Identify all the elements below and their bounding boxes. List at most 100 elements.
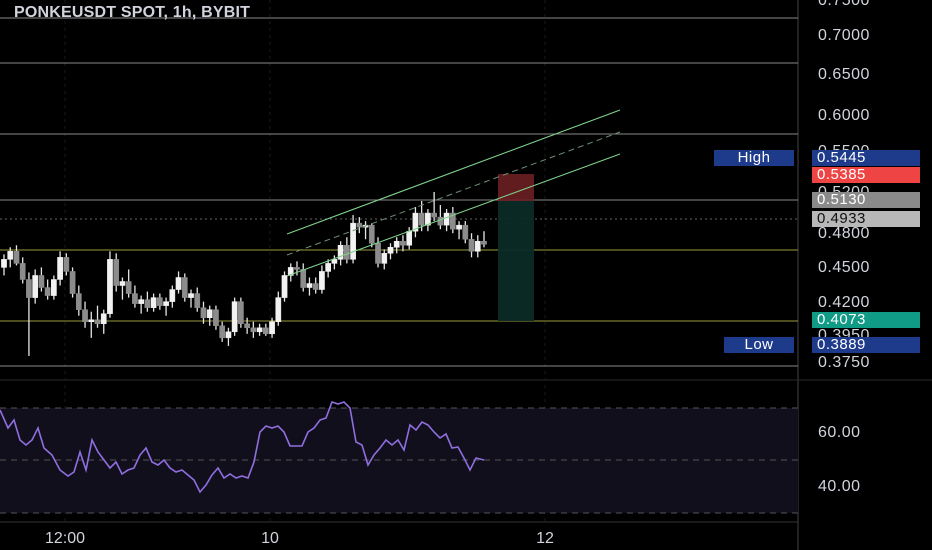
parallel-channel	[286, 109, 621, 277]
candle-body	[331, 259, 338, 264]
rsi-panel	[0, 407, 798, 514]
candle	[63, 253, 70, 276]
candle	[88, 311, 95, 338]
candle-body	[26, 279, 32, 298]
candle-body	[474, 241, 481, 252]
candle	[312, 277, 319, 294]
candle	[337, 241, 344, 266]
candle	[107, 251, 113, 318]
candle	[462, 221, 469, 244]
candle-body	[231, 301, 238, 333]
candle	[38, 267, 45, 292]
candle	[262, 323, 269, 336]
candle-body	[169, 289, 176, 302]
candle-body	[325, 263, 332, 272]
candle-body	[400, 241, 406, 246]
candle-body	[344, 245, 350, 260]
price-label: 0.3750	[818, 354, 870, 371]
candle	[474, 235, 481, 258]
candle-body	[387, 247, 394, 254]
candle	[300, 263, 307, 292]
low-label: Low	[724, 337, 794, 353]
candle-body	[225, 331, 232, 339]
candle	[181, 273, 188, 302]
candle	[319, 265, 325, 294]
stop-price-tag: 0.5385	[812, 167, 920, 183]
candle-body	[256, 327, 263, 333]
candle-body	[181, 277, 188, 298]
candle-body	[132, 293, 138, 304]
candle	[431, 191, 437, 222]
candle-body	[156, 297, 163, 306]
candle-body	[287, 267, 294, 276]
candle-body	[188, 293, 194, 298]
candle	[306, 277, 313, 296]
low-price-tag: 0.3889	[812, 337, 920, 353]
candle	[481, 231, 487, 248]
candle	[368, 223, 375, 248]
candle	[57, 251, 63, 286]
candle	[281, 271, 288, 302]
candle-body	[337, 245, 344, 260]
high-label: High	[714, 150, 794, 166]
channel-mid	[286, 131, 621, 256]
price-label: 0.6000	[818, 107, 870, 124]
candle	[200, 301, 207, 324]
candle	[138, 295, 144, 314]
candle	[275, 291, 282, 326]
candle	[387, 243, 394, 260]
candle	[225, 327, 232, 346]
candle	[44, 279, 51, 300]
candle	[26, 272, 32, 356]
candle	[381, 249, 388, 270]
candle-body	[51, 279, 57, 296]
candle-body	[107, 259, 113, 314]
candle	[425, 209, 431, 232]
candle-body	[32, 275, 39, 298]
candle-body	[393, 241, 400, 248]
candle-body	[381, 253, 388, 264]
candle	[13, 245, 20, 266]
candle-body	[75, 293, 82, 310]
candle	[1, 254, 7, 276]
high-price-tag: 0.5445	[812, 150, 920, 166]
candle-body	[462, 224, 469, 240]
candle	[69, 267, 76, 298]
candle-body	[281, 275, 288, 298]
channel-upper	[286, 109, 621, 235]
candle	[344, 237, 350, 264]
channel-lower	[286, 153, 621, 277]
candle-body	[1, 259, 7, 268]
candle-body	[468, 238, 475, 252]
candle-body	[431, 212, 437, 218]
candle-body	[94, 319, 101, 325]
candle-body	[13, 251, 20, 264]
candle	[219, 321, 226, 342]
candle	[238, 297, 244, 328]
candle-body	[425, 212, 431, 226]
candle	[125, 269, 132, 298]
candle	[150, 293, 157, 312]
candle	[362, 221, 369, 240]
candle	[213, 305, 219, 330]
candle-body	[150, 297, 157, 308]
price-label: 0.4500	[818, 259, 870, 276]
target-zone	[498, 201, 534, 321]
candle-body	[356, 222, 363, 228]
candle-body	[262, 327, 269, 335]
candle	[82, 301, 88, 328]
candle	[443, 209, 450, 232]
candle-body	[456, 224, 462, 230]
chart-title: PONKEUSDT SPOT, 1h, BYBIT	[14, 4, 251, 21]
candle-body	[418, 212, 425, 226]
candle-body	[449, 212, 456, 230]
candle	[19, 257, 26, 284]
candle-body	[269, 321, 275, 335]
candle-body	[275, 297, 282, 322]
candle	[51, 275, 57, 300]
candle-body	[57, 257, 63, 280]
candle	[119, 277, 126, 300]
candle-body	[144, 299, 151, 308]
rsi-indicator	[0, 400, 485, 494]
